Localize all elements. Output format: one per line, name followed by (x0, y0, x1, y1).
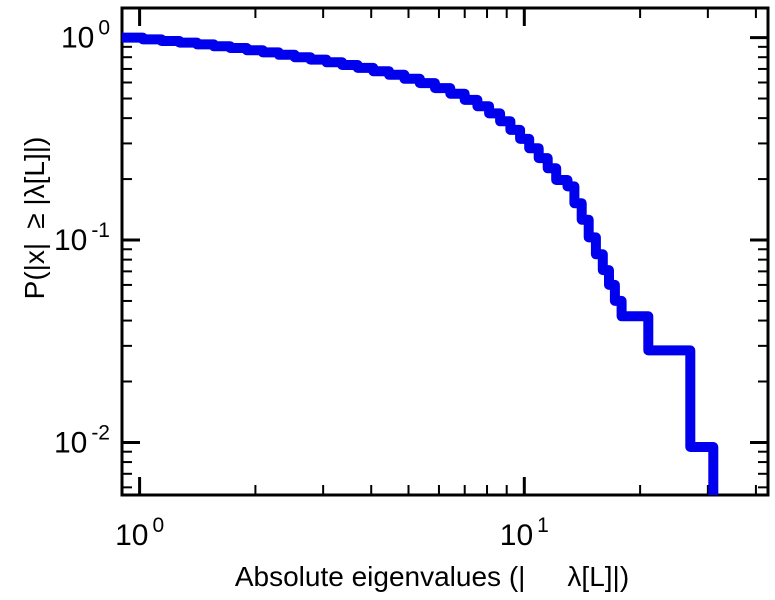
y-tick-label: 10 0 (61, 17, 110, 55)
ccdf-curve-layer (122, 32, 719, 495)
ccdf-step-line (122, 32, 719, 495)
plot-border (120, 6, 770, 497)
plot-frame (120, 6, 770, 497)
x-axis-label: Absolute eigenvalues (| λ[L]|) (235, 561, 629, 592)
y-axis-label: P(|x| ≥ |λ[L]|) (19, 137, 50, 300)
axis-ticks (121, 8, 768, 495)
y-tick-label: 10 -2 (54, 421, 110, 459)
y-tick-label: 10 -1 (54, 219, 110, 257)
x-tick-label: 10 0 (115, 514, 164, 552)
x-tick-label: 10 1 (500, 514, 549, 552)
